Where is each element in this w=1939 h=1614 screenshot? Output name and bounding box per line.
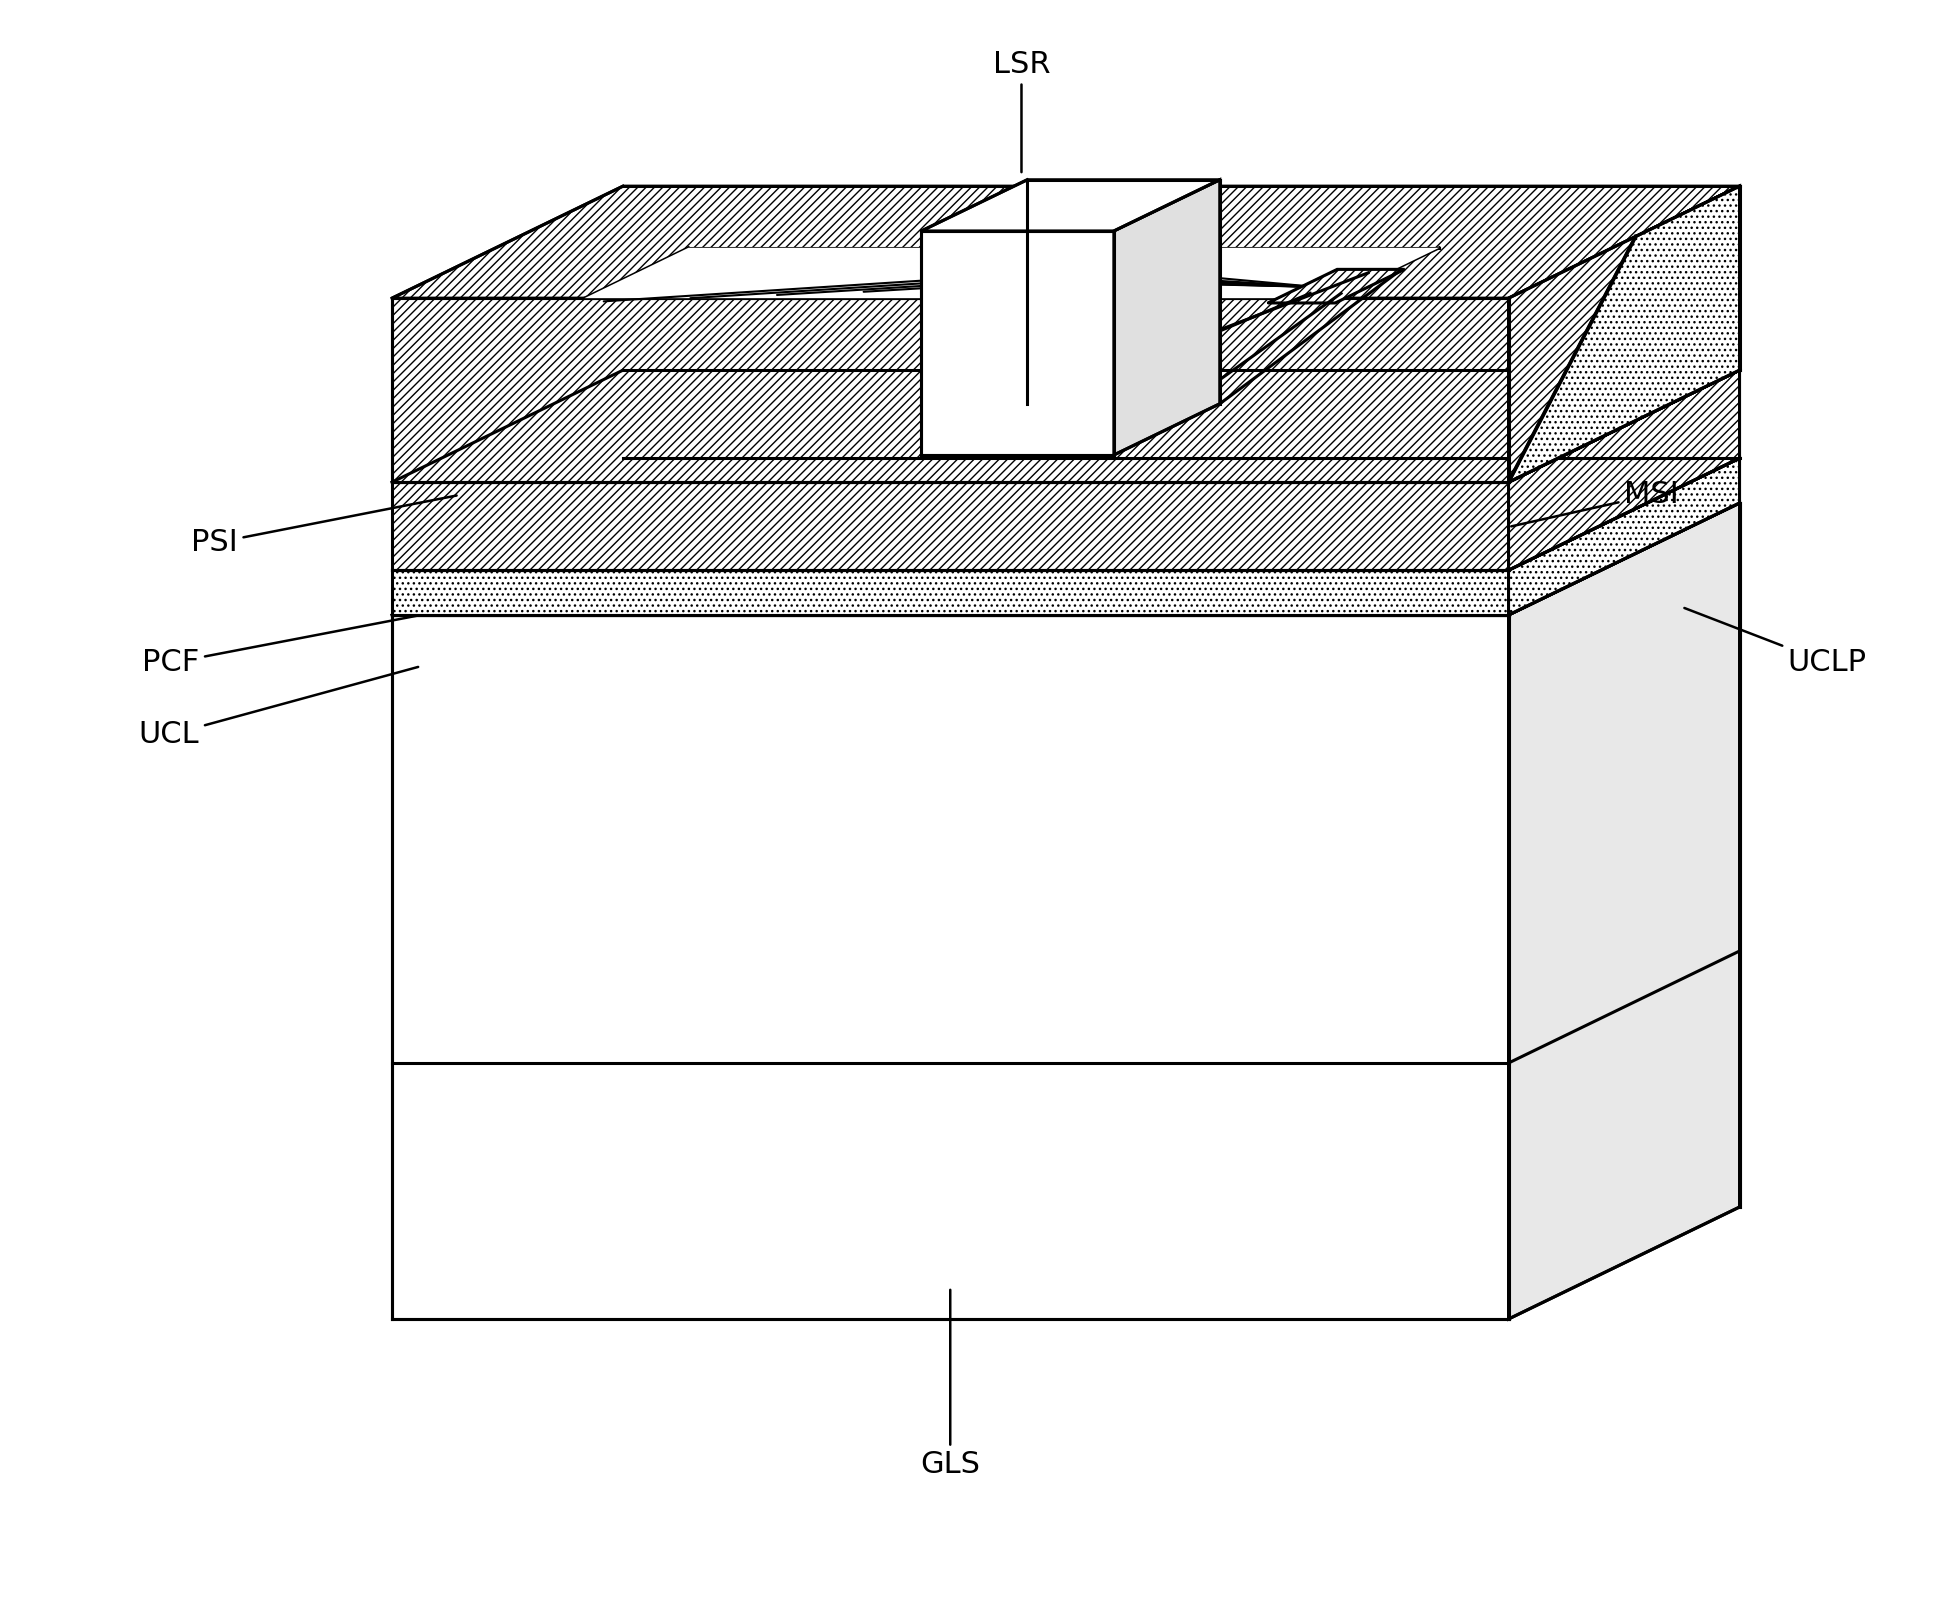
- Polygon shape: [921, 231, 1113, 455]
- Polygon shape: [392, 504, 1739, 615]
- Text: LSR: LSR: [993, 50, 1051, 173]
- Polygon shape: [1509, 186, 1739, 483]
- Text: UCL: UCL: [140, 667, 419, 749]
- Polygon shape: [584, 249, 1439, 299]
- Polygon shape: [1509, 370, 1739, 570]
- Text: GLS: GLS: [921, 1290, 981, 1480]
- Polygon shape: [1509, 504, 1739, 1319]
- Polygon shape: [392, 458, 1739, 570]
- Polygon shape: [392, 370, 1739, 483]
- Text: PCF: PCF: [142, 615, 419, 678]
- Polygon shape: [392, 570, 1509, 615]
- Polygon shape: [1268, 270, 1404, 303]
- Polygon shape: [392, 186, 1739, 299]
- Polygon shape: [1509, 186, 1739, 483]
- Text: UCLP: UCLP: [1685, 608, 1867, 678]
- Polygon shape: [1509, 458, 1739, 615]
- Polygon shape: [921, 179, 1220, 231]
- Polygon shape: [392, 483, 1509, 570]
- Polygon shape: [392, 299, 1509, 483]
- Polygon shape: [1113, 179, 1220, 455]
- Polygon shape: [392, 615, 1509, 1319]
- Text: PSI: PSI: [192, 495, 456, 557]
- Polygon shape: [1509, 186, 1739, 483]
- Text: MSI: MSI: [1510, 481, 1679, 526]
